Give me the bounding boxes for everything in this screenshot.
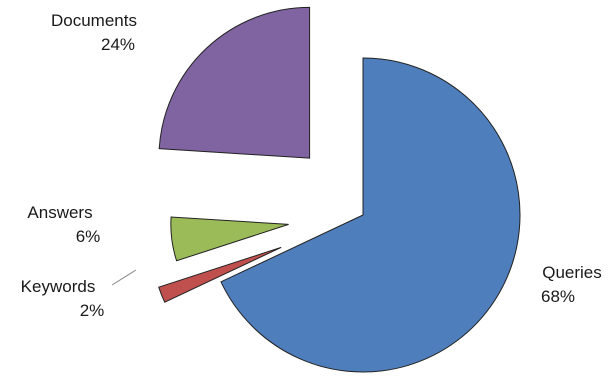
label-answers-name: Answers	[27, 203, 92, 222]
label-queries-name: Queries	[542, 263, 602, 282]
slice-queries	[220, 57, 521, 373]
slice-documents	[158, 6, 311, 159]
label-keywords-name: Keywords	[21, 277, 96, 296]
label-answers-pct: 6%	[76, 227, 101, 246]
keywords-leader-line	[111, 269, 137, 286]
label-documents-pct: 24%	[101, 35, 135, 54]
label-queries-pct: 68%	[541, 287, 575, 306]
label-keywords-pct: 2%	[80, 301, 105, 320]
pie-slices	[158, 6, 521, 373]
label-documents-name: Documents	[51, 11, 137, 30]
slice-answers	[170, 216, 289, 262]
slice-keywords	[158, 246, 282, 303]
